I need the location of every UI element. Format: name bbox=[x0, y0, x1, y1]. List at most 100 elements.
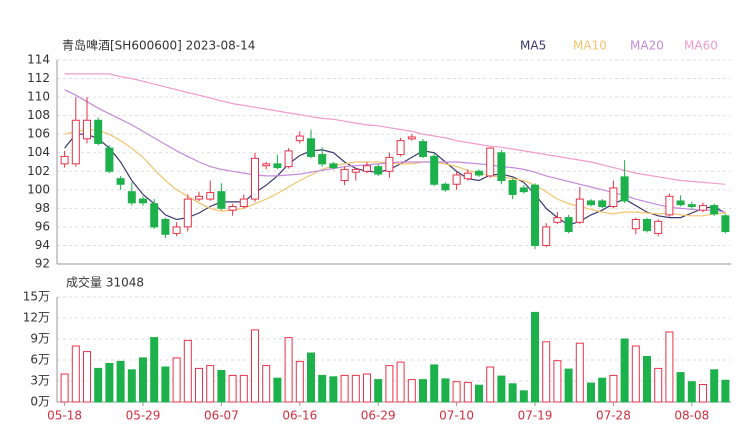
volume-bar bbox=[161, 366, 170, 403]
volume-bar bbox=[463, 381, 472, 403]
candle-body bbox=[217, 191, 226, 209]
volume-bar bbox=[139, 357, 147, 403]
candle-body bbox=[340, 168, 349, 182]
candle-body bbox=[475, 170, 483, 176]
candle-body bbox=[609, 187, 618, 208]
x-tick-label: 06-07 bbox=[204, 409, 239, 423]
volume-bar bbox=[519, 390, 528, 403]
y-tick-label: 12万 bbox=[23, 311, 50, 325]
volume-bar bbox=[475, 384, 483, 403]
candle-body bbox=[721, 215, 730, 233]
x-tick-label: 07-28 bbox=[596, 409, 631, 423]
candle-body bbox=[699, 205, 707, 211]
candle-body bbox=[83, 119, 91, 140]
candle-body bbox=[363, 165, 371, 172]
y-tick-label: 3万 bbox=[30, 374, 50, 388]
volume-bar bbox=[71, 345, 80, 403]
candle-body bbox=[127, 191, 136, 204]
volume-bar bbox=[575, 342, 584, 403]
candle-body bbox=[195, 195, 203, 200]
volume-bar bbox=[609, 374, 618, 403]
volume-bar bbox=[676, 372, 685, 403]
volume-bar bbox=[486, 366, 495, 403]
volume-bar bbox=[150, 337, 159, 403]
y-tick-label: 98 bbox=[35, 201, 50, 215]
volume-bar bbox=[351, 374, 360, 403]
candle-body bbox=[284, 150, 293, 168]
volume-bar bbox=[654, 367, 663, 403]
y-tick-label: 112 bbox=[27, 71, 50, 85]
volume-bar bbox=[127, 369, 136, 403]
candle-body bbox=[139, 198, 147, 204]
volume-bar bbox=[94, 367, 103, 403]
volume-bar bbox=[564, 368, 573, 403]
candle-body bbox=[497, 152, 506, 182]
volume-bar bbox=[687, 381, 696, 403]
volume-title: 成交量 31048 bbox=[66, 275, 144, 290]
candle-body bbox=[251, 157, 259, 200]
x-tick-label: 05-18 bbox=[47, 409, 82, 423]
y-tick-label: 9万 bbox=[30, 332, 50, 346]
candle-body bbox=[116, 178, 125, 185]
y-tick-label: 96 bbox=[35, 219, 50, 233]
volume-bar bbox=[631, 345, 640, 403]
y-tick-label: 15万 bbox=[23, 290, 50, 304]
volume-bar bbox=[217, 370, 226, 403]
candle-body bbox=[430, 155, 439, 185]
y-tick-label: 6万 bbox=[30, 353, 50, 367]
candle-body bbox=[273, 163, 282, 169]
volume-bar bbox=[206, 365, 215, 403]
x-tick-label: 07-19 bbox=[518, 409, 553, 423]
volume-bar bbox=[396, 361, 405, 403]
candle-body bbox=[676, 200, 685, 206]
candle-body bbox=[262, 163, 271, 167]
volume-bar bbox=[262, 365, 271, 403]
legend-label: MA60 bbox=[684, 39, 718, 53]
candle-body bbox=[463, 172, 472, 180]
candle-body bbox=[531, 184, 539, 246]
legend-label: MA10 bbox=[573, 39, 607, 53]
volume-bar bbox=[307, 352, 315, 403]
candle-body bbox=[654, 220, 663, 234]
x-tick-label: 08-08 bbox=[674, 409, 709, 423]
volume-bar bbox=[83, 351, 91, 403]
volume-bar bbox=[116, 360, 125, 403]
candle-body bbox=[598, 200, 607, 208]
candle-body bbox=[665, 195, 674, 216]
candle-body bbox=[172, 226, 181, 234]
volume-bar bbox=[643, 356, 651, 403]
y-tick-label: 102 bbox=[27, 164, 50, 178]
volume-bar bbox=[419, 379, 427, 403]
y-tick-label: 114 bbox=[27, 53, 50, 67]
candle-body bbox=[407, 136, 416, 140]
candle-body bbox=[452, 174, 461, 185]
y-tick-label: 106 bbox=[27, 127, 50, 141]
volume-bar bbox=[195, 367, 203, 403]
volume-bar bbox=[374, 379, 383, 403]
volume-bar bbox=[542, 341, 551, 403]
candle-body bbox=[631, 218, 640, 230]
candle-body bbox=[71, 119, 80, 165]
volume-bar bbox=[273, 377, 282, 403]
volume-bar bbox=[620, 338, 629, 403]
candle-body bbox=[419, 141, 427, 157]
candle-body bbox=[161, 218, 170, 235]
volume-bar bbox=[710, 369, 719, 403]
volume-bar bbox=[329, 376, 338, 403]
ma-line bbox=[64, 128, 726, 217]
volume-bar bbox=[318, 374, 327, 403]
volume-bar bbox=[531, 311, 539, 403]
candle-body bbox=[228, 206, 237, 211]
candle-body bbox=[307, 138, 315, 157]
volume-bar bbox=[385, 365, 394, 403]
candle-body bbox=[486, 147, 495, 177]
x-tick-label: 05-29 bbox=[126, 409, 161, 423]
candle-body bbox=[564, 217, 573, 233]
volume-bar bbox=[340, 374, 349, 403]
candle-body bbox=[239, 198, 248, 208]
candle-body bbox=[329, 163, 338, 169]
volume-bar bbox=[699, 384, 707, 403]
y-tick-label: 108 bbox=[27, 108, 50, 122]
